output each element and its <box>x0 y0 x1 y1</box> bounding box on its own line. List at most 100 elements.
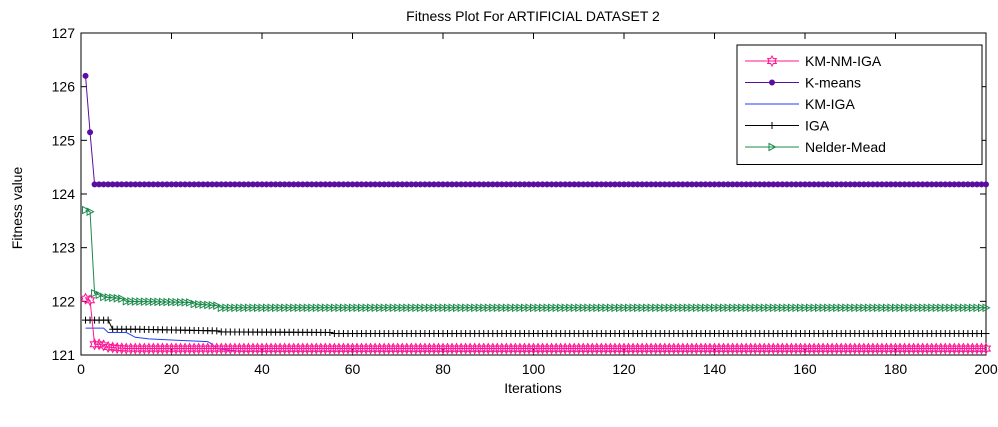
series-marker <box>299 303 308 313</box>
legend-label: IGA <box>805 118 830 134</box>
series-marker <box>398 303 407 313</box>
legend-marker <box>769 79 775 86</box>
series-marker <box>444 303 453 313</box>
series-marker <box>349 303 358 313</box>
series-marker <box>983 181 989 188</box>
x-tick-label: 200 <box>974 361 998 377</box>
y-axis-title: Fitness value <box>9 167 25 250</box>
series-marker <box>107 341 118 354</box>
series-marker <box>344 303 353 313</box>
series-marker <box>89 338 100 351</box>
legend-marker <box>766 54 778 68</box>
series-marker <box>950 303 959 313</box>
series-marker <box>484 303 493 313</box>
series-marker <box>190 299 199 309</box>
series-marker <box>253 303 263 313</box>
series-marker <box>462 303 471 313</box>
series-marker <box>493 303 502 313</box>
series-marker <box>122 296 131 306</box>
series-marker <box>326 303 335 313</box>
series-marker <box>566 303 575 313</box>
series-k-means <box>82 72 989 188</box>
series-marker <box>656 303 665 313</box>
series-marker <box>416 303 425 313</box>
series-marker <box>923 303 932 313</box>
series-marker <box>489 303 498 313</box>
x-tick-label: 20 <box>164 361 180 377</box>
series-marker <box>588 303 597 313</box>
series-marker <box>353 303 362 313</box>
series-marker <box>846 303 855 313</box>
series-marker <box>154 297 163 307</box>
series-marker <box>385 303 394 313</box>
series-marker <box>308 303 317 313</box>
series-marker <box>430 303 439 313</box>
series-marker <box>611 303 620 313</box>
series-marker <box>982 303 991 313</box>
x-tick-label: 120 <box>612 361 636 377</box>
series-marker <box>213 301 222 310</box>
series-marker <box>597 303 606 313</box>
legend-item: Nelder-Mead <box>745 139 886 155</box>
series-marker <box>980 342 992 355</box>
y-tick-label: 124 <box>52 186 76 202</box>
series-marker <box>303 303 312 313</box>
series-marker <box>84 294 96 307</box>
series-marker <box>670 303 679 313</box>
series-marker <box>403 303 412 313</box>
series-marker <box>226 303 235 313</box>
series-marker <box>127 297 136 306</box>
x-tick-label: 100 <box>522 361 546 377</box>
series-marker <box>688 303 697 313</box>
series-marker <box>358 303 367 313</box>
series-marker <box>145 297 154 307</box>
series-marker <box>742 303 751 313</box>
series-marker <box>86 207 95 217</box>
series-marker <box>407 303 416 313</box>
series-marker <box>95 290 104 300</box>
series-marker <box>290 303 299 313</box>
series-marker <box>222 303 231 313</box>
series-marker <box>842 303 851 313</box>
legend-label: KM-NM-IGA <box>805 53 882 69</box>
series-marker <box>643 303 652 313</box>
series-marker <box>448 303 457 313</box>
series-marker <box>267 303 276 313</box>
series-marker <box>801 303 810 313</box>
series-marker <box>968 303 977 313</box>
series-marker <box>249 303 258 313</box>
series-marker <box>530 303 539 313</box>
series-marker <box>919 303 928 313</box>
series-marker <box>389 303 398 313</box>
series-marker <box>208 300 217 310</box>
y-tick-label: 125 <box>52 132 76 148</box>
series-marker <box>615 303 625 313</box>
y-tick-label: 126 <box>52 79 76 95</box>
series-marker <box>946 303 955 313</box>
series-marker <box>548 303 557 313</box>
series-marker <box>905 303 914 313</box>
series-marker <box>647 303 656 313</box>
series-marker <box>421 303 430 313</box>
series-marker <box>118 294 127 303</box>
series-marker <box>579 303 588 313</box>
series-marker <box>679 303 688 313</box>
series-marker <box>498 303 507 313</box>
y-tick-label: 127 <box>52 25 76 41</box>
series-marker <box>516 303 525 313</box>
series-marker <box>439 303 448 313</box>
series-marker <box>281 303 290 313</box>
series-marker <box>466 303 475 313</box>
x-tick-label: 160 <box>793 361 817 377</box>
series-marker <box>168 297 177 307</box>
series-marker <box>634 303 643 313</box>
series-marker <box>910 303 919 313</box>
series-marker <box>937 303 946 313</box>
series-marker <box>272 303 281 313</box>
series-marker <box>697 303 706 313</box>
legend-label: K-means <box>805 75 861 91</box>
series-marker <box>93 338 105 351</box>
series-marker <box>330 303 339 313</box>
series-marker <box>199 300 208 309</box>
series-marker <box>824 303 833 313</box>
